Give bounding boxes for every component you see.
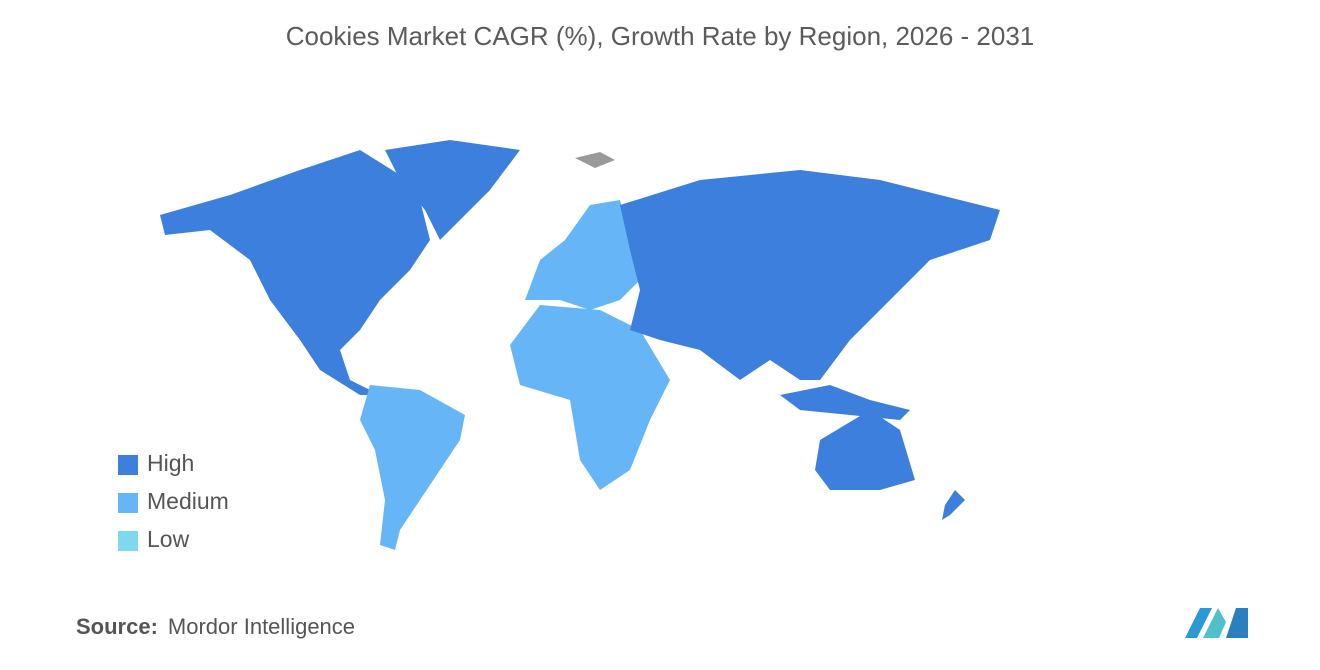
asia: [620, 170, 1000, 380]
australia: [815, 410, 915, 490]
source: Source: Mordor Intelligence: [76, 614, 355, 639]
source-text: Mordor Intelligence: [168, 614, 355, 639]
legend-label: Low: [147, 526, 190, 552]
svalbard: [575, 152, 615, 168]
europe: [525, 200, 640, 310]
africa: [510, 305, 670, 490]
legend-label: Medium: [147, 488, 229, 514]
north-america: [160, 150, 430, 395]
southeast-asia: [780, 385, 910, 420]
world-map: [160, 140, 1000, 550]
new-zealand: [942, 490, 965, 520]
source-label: Source:: [76, 614, 158, 639]
legend: High Medium Low: [118, 450, 229, 552]
legend-swatch: [118, 455, 138, 475]
greenland: [385, 140, 520, 240]
legend-label: High: [147, 450, 194, 476]
legend-swatch: [118, 531, 138, 551]
south-america: [360, 385, 465, 550]
chart-title: Cookies Market CAGR (%), Growth Rate by …: [286, 21, 1035, 51]
legend-swatch: [118, 493, 138, 513]
logo: [1185, 608, 1248, 638]
